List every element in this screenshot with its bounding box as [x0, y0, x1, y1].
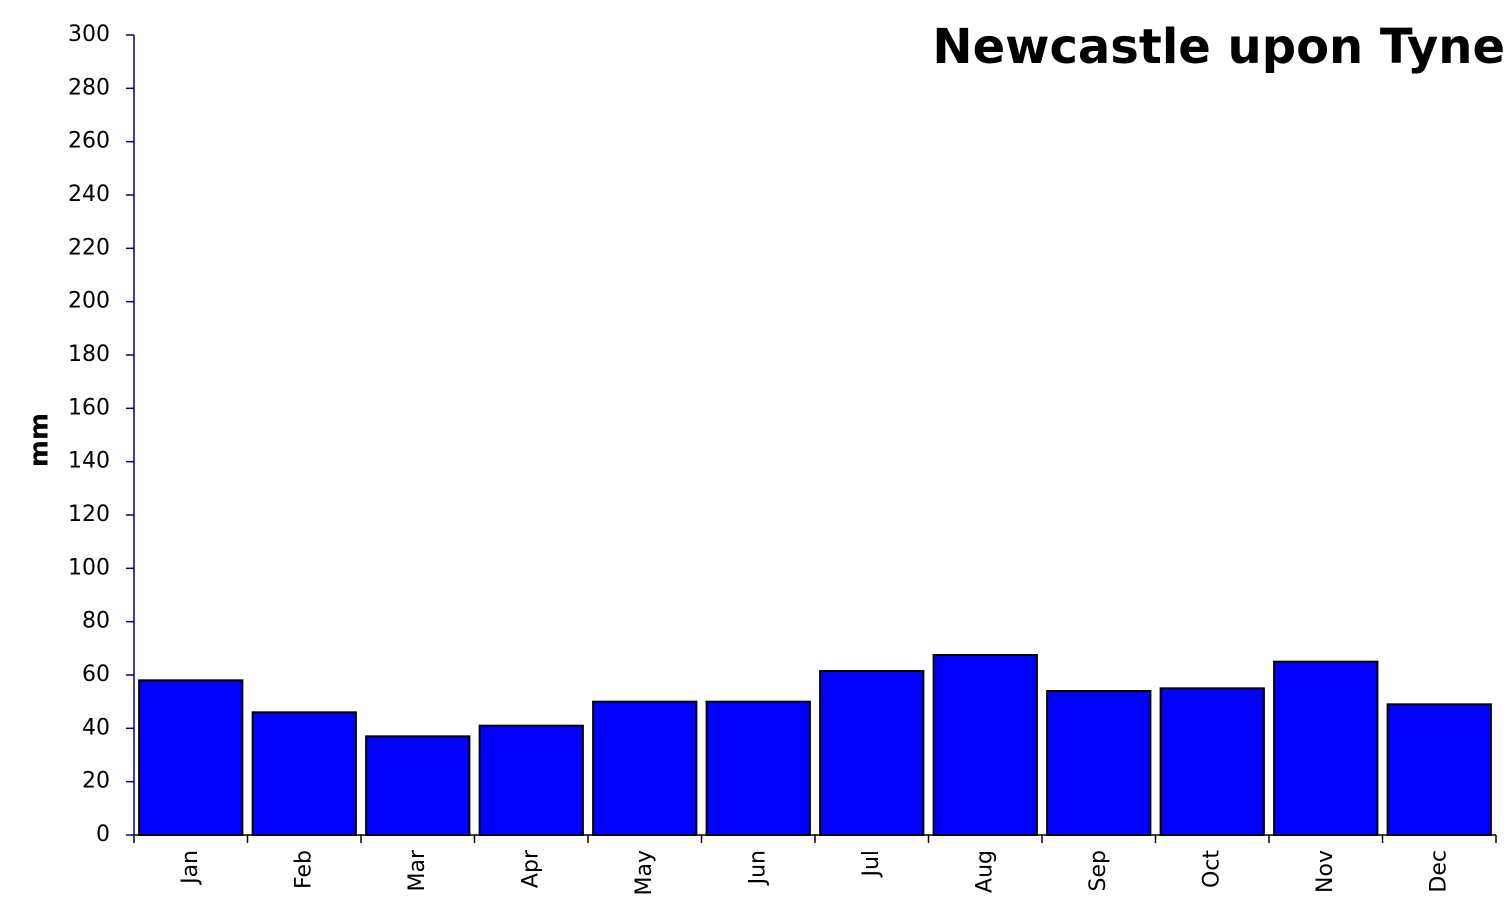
x-tick-label: Sep — [1086, 850, 1111, 891]
y-tick-label: 140 — [68, 449, 110, 474]
bar — [819, 670, 925, 836]
bar — [1159, 687, 1265, 836]
y-tick-label: 300 — [68, 22, 110, 47]
y-tick-label: 240 — [68, 182, 110, 207]
x-tick-label: Mar — [405, 849, 430, 891]
x-tick-label: Oct — [1199, 850, 1224, 888]
bar — [592, 700, 698, 837]
x-tick-label: May — [632, 850, 657, 895]
y-axis-label: mm — [25, 413, 55, 467]
bar — [1386, 703, 1492, 836]
bar — [705, 700, 811, 837]
y-tick-label: 180 — [68, 342, 110, 367]
bar — [1046, 690, 1152, 836]
y-tick-label: 80 — [82, 609, 110, 634]
x-tick-label: Nov — [1313, 850, 1338, 893]
y-tick-label: 100 — [68, 555, 110, 580]
x-tick-label: Dec — [1426, 850, 1451, 893]
bar — [365, 735, 471, 836]
y-tick-label: 60 — [82, 662, 110, 687]
bar — [932, 654, 1038, 836]
y-tick-label: 280 — [68, 75, 110, 100]
x-tick-label: Jul — [859, 850, 884, 879]
bar — [138, 679, 244, 836]
bar — [478, 724, 584, 837]
y-tick-label: 200 — [68, 289, 110, 314]
x-tick-label: Aug — [972, 850, 997, 893]
y-tick-label: 20 — [82, 769, 110, 794]
y-tick-label: 0 — [96, 822, 110, 847]
y-tick-label: 40 — [82, 715, 110, 740]
x-tick-label: Feb — [291, 850, 316, 889]
y-tick-label: 160 — [68, 395, 110, 420]
x-tick-label: Jan — [178, 850, 203, 886]
y-tick-label: 260 — [68, 129, 110, 154]
bar — [1273, 660, 1379, 837]
x-tick-label: Jun — [745, 850, 770, 886]
y-tick-label: 120 — [68, 502, 110, 527]
y-tick-label: 220 — [68, 235, 110, 260]
x-tick-label: Apr — [518, 849, 543, 888]
bar — [251, 711, 357, 836]
chart-title: Newcastle upon Tyne — [932, 19, 1505, 75]
